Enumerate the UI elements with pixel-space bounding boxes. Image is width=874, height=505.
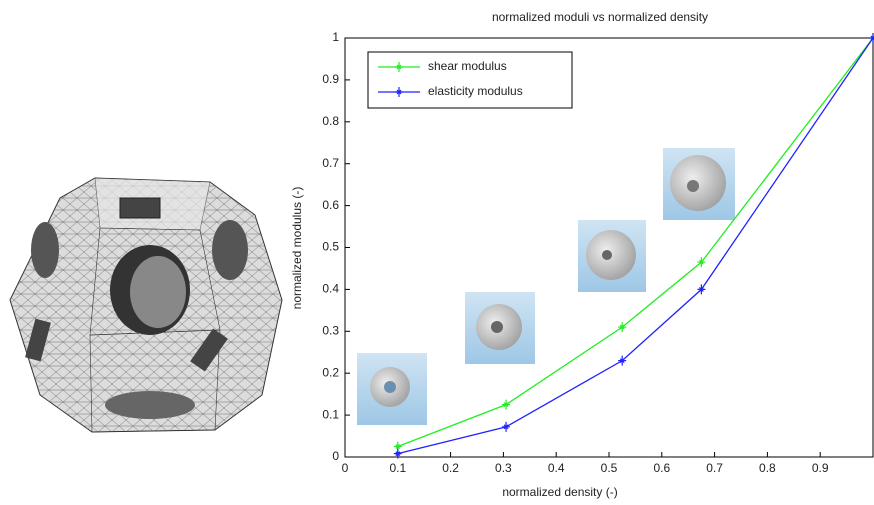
y-tick-label: 0.7 — [322, 156, 339, 170]
y-tick-label: 1 — [332, 30, 339, 44]
x-tick-label: 0 — [342, 461, 349, 475]
y-tick-label: 0.1 — [322, 407, 339, 421]
marker — [502, 421, 511, 432]
marker — [502, 399, 511, 410]
legend-box — [367, 51, 573, 109]
y-tick-label: 0.3 — [322, 323, 339, 337]
y-tick-label: 0.9 — [322, 72, 339, 86]
legend-label: shear modulus — [428, 59, 507, 73]
y-tick-label: 0.4 — [322, 282, 339, 296]
legend-label: elasticity modulus — [428, 84, 523, 98]
y-tick-label: 0.8 — [322, 114, 339, 128]
x-tick-label: 0.7 — [706, 461, 723, 475]
chart-title: normalized moduli vs normalized density — [492, 10, 708, 24]
x-tick-label: 0.8 — [759, 461, 776, 475]
x-tick-label: 0.4 — [548, 461, 565, 475]
x-axis-label: normalized density (-) — [502, 485, 617, 499]
thumbnails — [357, 148, 735, 425]
x-tick-label: 0.6 — [653, 461, 670, 475]
marker — [697, 284, 706, 295]
marker — [697, 257, 706, 268]
marker — [395, 87, 403, 97]
mesh-model — [9, 177, 283, 433]
marker — [618, 322, 627, 333]
y-tick-label: 0.2 — [322, 365, 339, 379]
y-tick-label: 0 — [332, 449, 339, 463]
x-tick-label: 0.1 — [389, 461, 406, 475]
y-axis-label: normalized modulus (-) — [290, 187, 304, 310]
y-tick-label: 0.6 — [322, 198, 339, 212]
marker — [393, 448, 402, 459]
y-tick-label: 0.5 — [322, 240, 339, 254]
marker — [618, 355, 627, 366]
marker — [395, 62, 403, 72]
x-tick-label: 0.5 — [601, 461, 618, 475]
marker — [869, 33, 874, 43]
x-tick-label: 0.2 — [442, 461, 459, 475]
x-tick-label: 0.3 — [495, 461, 512, 475]
x-tick-label: 0.9 — [812, 461, 829, 475]
marker — [393, 441, 402, 452]
